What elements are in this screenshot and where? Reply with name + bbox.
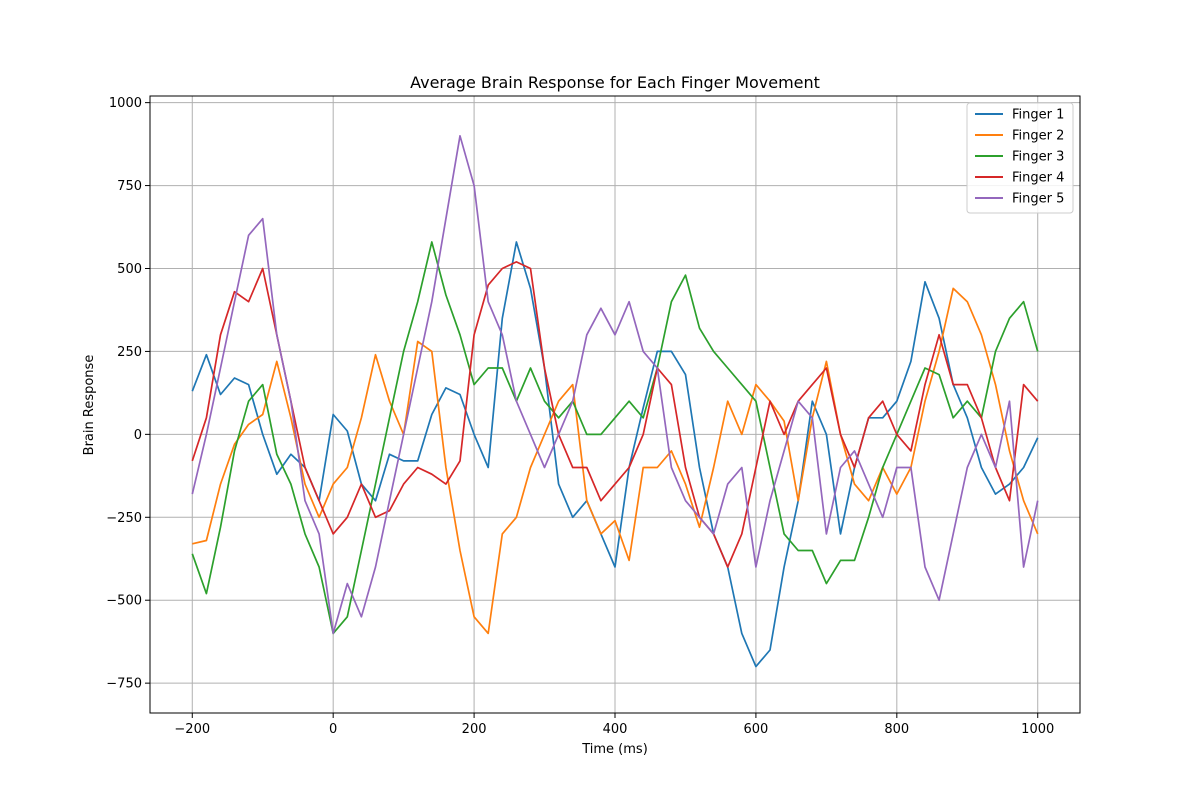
y-tick-label: −750: [106, 677, 142, 692]
legend-box: [966, 102, 1074, 214]
series-line-finger-5: [191, 134, 1039, 635]
axis-ticks: −200 0 200 400 600 800 1000 −750 −500 −250 0 250 500…: [106, 96, 1054, 737]
x-tick-label: −200: [174, 722, 210, 737]
x-tick-label: 400: [603, 722, 628, 737]
legend-label-finger-2: Finger 2: [1012, 129, 1064, 144]
series-lines: [191, 134, 1039, 668]
series-line-finger-2: [192, 287, 1039, 635]
x-axis-label: Time (ms): [581, 742, 648, 757]
y-tick-label: 750: [117, 179, 142, 194]
legend-label-finger-5: Finger 5: [1012, 192, 1064, 207]
y-tick-label: 1000: [109, 96, 142, 111]
series-line-finger-4: [191, 261, 1039, 568]
y-tick-label: −500: [106, 594, 142, 609]
y-tick-label: 500: [117, 262, 142, 277]
y-tick-label: −250: [106, 511, 142, 526]
grid: [150, 96, 1080, 713]
chart-title: Average Brain Response for Each Finger M…: [410, 73, 820, 92]
x-tick-label: 800: [884, 722, 909, 737]
y-axis-label: Brain Response: [82, 355, 97, 456]
y-tick-label: 250: [117, 345, 142, 360]
x-tick-label: 600: [743, 722, 768, 737]
x-tick-label: 1000: [1021, 722, 1054, 737]
y-tick-label: 0: [134, 428, 142, 443]
legend-label-finger-4: Finger 4: [1012, 171, 1064, 186]
series-line-finger-1: [191, 241, 1039, 668]
x-tick-label: 200: [462, 722, 487, 737]
legend-label-finger-3: Finger 3: [1012, 150, 1064, 165]
x-tick-label: 0: [329, 722, 337, 737]
legend: Finger 1 Finger 2 Finger 3 Finger 4 Finger 5: [966, 102, 1074, 214]
legend-label-finger-1: Finger 1: [1012, 108, 1064, 123]
